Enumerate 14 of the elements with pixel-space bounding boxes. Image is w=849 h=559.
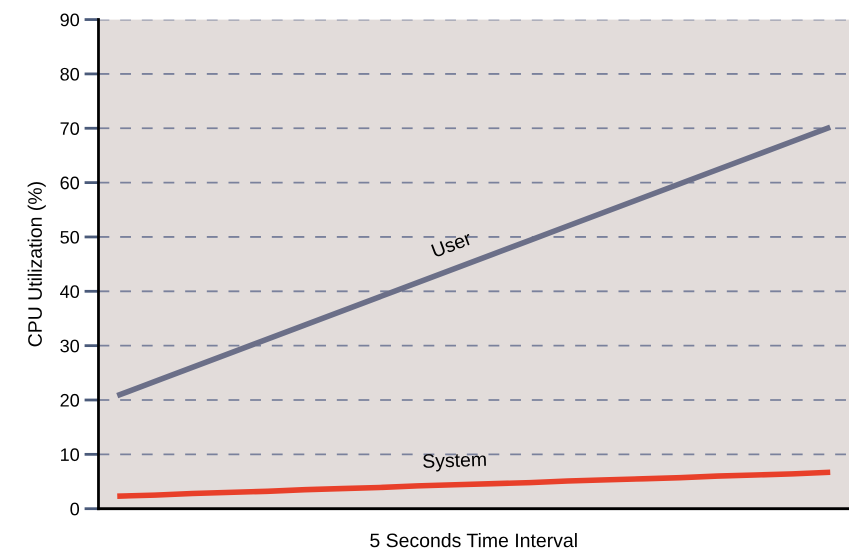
y-tick-label: 0 bbox=[70, 502, 80, 516]
y-tick-label: 10 bbox=[61, 448, 80, 462]
y-tick-label: 30 bbox=[60, 340, 80, 352]
y-tick-label: 50 bbox=[60, 230, 80, 244]
x-axis-title: 5 Seconds Time Interval bbox=[370, 532, 577, 548]
text: User bbox=[431, 231, 473, 258]
y-tick-label: 60 bbox=[60, 176, 80, 190]
y-tick-label: 70 bbox=[60, 122, 80, 135]
y-tick-label: 80 bbox=[60, 68, 80, 81]
y-tick-label: 40 bbox=[60, 285, 80, 298]
y-tick-label: 20 bbox=[60, 394, 80, 407]
y-tick-label: 90 bbox=[60, 14, 80, 26]
series-label: System bbox=[422, 452, 486, 472]
y-axis-title: CPU Utilization (%) bbox=[28, 182, 46, 346]
